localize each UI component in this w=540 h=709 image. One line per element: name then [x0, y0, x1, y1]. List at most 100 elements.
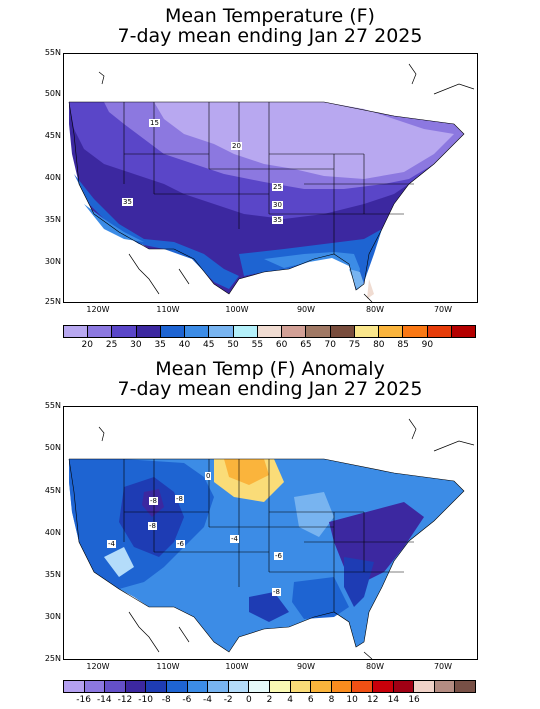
top-map-fill — [69, 102, 464, 299]
colorbar-swatch — [352, 681, 373, 692]
colorbar-swatch — [187, 681, 209, 692]
top-map-coastlines — [98, 63, 475, 302]
colorbar-label: 12 — [367, 695, 379, 705]
bottom-colorbar — [63, 680, 476, 693]
colorbar-label: 8 — [328, 695, 335, 705]
colorbar-swatch — [146, 681, 167, 692]
colorbar-swatch — [451, 326, 475, 337]
bottom-contour-label: -8 — [175, 495, 184, 503]
bottom-lon-label: 110W — [156, 662, 180, 671]
colorbar-label: 55 — [251, 340, 264, 350]
colorbar-swatch — [403, 326, 428, 337]
bottom-contour-label: -4 — [107, 540, 116, 548]
bottom-contour-label: -8 — [148, 522, 157, 530]
colorbar-label: 50 — [227, 340, 239, 350]
colorbar-swatch — [105, 681, 126, 692]
colorbar-label: 40 — [178, 340, 191, 350]
top-lon-label: 80W — [365, 305, 385, 314]
colorbar-swatch — [455, 681, 475, 692]
top-map: 15 20 25 30 35 35 — [63, 53, 478, 303]
colorbar-label: 14 — [387, 695, 400, 705]
colorbar-swatch — [372, 681, 394, 692]
bottom-contour-label: -8 — [149, 497, 158, 505]
colorbar-label: -8 — [161, 695, 171, 705]
colorbar-label: -4 — [203, 695, 213, 705]
bottom-lat-label: 35N — [44, 570, 61, 579]
colorbar-swatch — [393, 681, 415, 692]
top-lat-label: 50N — [44, 89, 61, 98]
bottom-contour-label: -6 — [274, 552, 283, 560]
colorbar-label: -6 — [182, 695, 192, 705]
colorbar-swatch — [136, 326, 161, 337]
colorbar-swatch — [306, 326, 331, 337]
bottom-lon-label: 80W — [365, 662, 385, 671]
top-lat-label: 30N — [44, 257, 61, 266]
colorbar-swatch — [233, 326, 258, 337]
top-lon-label: 110W — [156, 305, 180, 314]
top-lat-label: 45N — [44, 131, 61, 140]
top-lon-label: 90W — [296, 305, 316, 314]
colorbar-label: 45 — [203, 340, 215, 350]
top-contour-label: 35 — [272, 216, 283, 224]
colorbar-label: 70 — [324, 340, 336, 350]
colorbar-swatch — [249, 681, 270, 692]
top-lat-label: 55N — [44, 48, 61, 57]
bottom-lon-label: 100W — [225, 662, 249, 671]
colorbar-swatch — [166, 681, 188, 692]
colorbar-swatch — [88, 326, 113, 337]
colorbar-label: 35 — [154, 340, 166, 350]
bottom-lat-label: 25N — [44, 654, 61, 663]
colorbar-label: 20 — [81, 340, 93, 350]
bottom-map: 0 -8 -8 -8 -6 -4 -4 -6 -8 — [63, 406, 478, 660]
colorbar-label: 80 — [373, 340, 385, 350]
colorbar-swatch — [64, 326, 89, 337]
colorbar-label: 75 — [348, 340, 361, 350]
colorbar-swatch — [290, 681, 312, 692]
bottom-map-plot — [68, 418, 475, 659]
bottom-lon-label: 70W — [433, 662, 453, 671]
bottom-lat-label: 50N — [44, 443, 61, 452]
bottom-lon-label: 90W — [296, 662, 316, 671]
colorbar-swatch — [208, 681, 229, 692]
bottom-map-fill — [69, 459, 464, 652]
bottom-contour-label: 0 — [205, 472, 212, 480]
bottom-lon-label: 120W — [86, 662, 110, 671]
top-map-plot — [68, 63, 475, 302]
top-map-title-line2: 7-day mean ending Jan 27 2025 — [117, 25, 423, 47]
colorbar-swatch — [282, 326, 307, 337]
bottom-lat-label: 55N — [44, 401, 61, 410]
bottom-map-title-line2: 7-day mean ending Jan 27 2025 — [117, 378, 423, 400]
colorbar-label: -14 — [96, 695, 112, 705]
colorbar-swatch — [84, 681, 106, 692]
colorbar-swatch — [434, 681, 456, 692]
colorbar-label: 10 — [346, 695, 358, 705]
colorbar-label: 4 — [287, 695, 293, 705]
colorbar-label: 16 — [408, 695, 420, 705]
colorbar-label: 0 — [245, 695, 252, 705]
colorbar-swatch — [354, 326, 380, 337]
top-contour-label: 30 — [272, 201, 283, 209]
colorbar-swatch — [331, 681, 353, 692]
bottom-contour-label: -8 — [272, 588, 281, 596]
bottom-contour-label: -6 — [176, 540, 185, 548]
colorbar-label: 85 — [397, 340, 409, 350]
bottom-lat-label: 45N — [44, 486, 61, 495]
top-colorbar — [63, 325, 476, 338]
colorbar-swatch — [64, 681, 85, 692]
colorbar-swatch — [185, 326, 210, 337]
top-lat-label: 35N — [44, 215, 61, 224]
top-lon-label: 120W — [86, 305, 110, 314]
colorbar-label: 60 — [275, 340, 288, 350]
top-contour-label: 15 — [149, 119, 160, 127]
bottom-contour-label: -4 — [230, 535, 239, 543]
colorbar-label: 25 — [105, 340, 118, 350]
colorbar-label: -16 — [76, 695, 91, 705]
colorbar-label: 65 — [300, 340, 312, 350]
colorbar-swatch — [160, 326, 186, 337]
top-lat-label: 40N — [44, 173, 61, 182]
top-contour-label: 25 — [272, 183, 283, 191]
bottom-map-title-line1: Mean Temp (F) Anomaly — [155, 358, 385, 380]
colorbar-label: -12 — [117, 695, 133, 705]
top-contour-label: 20 — [231, 142, 242, 150]
colorbar-swatch — [112, 326, 137, 337]
